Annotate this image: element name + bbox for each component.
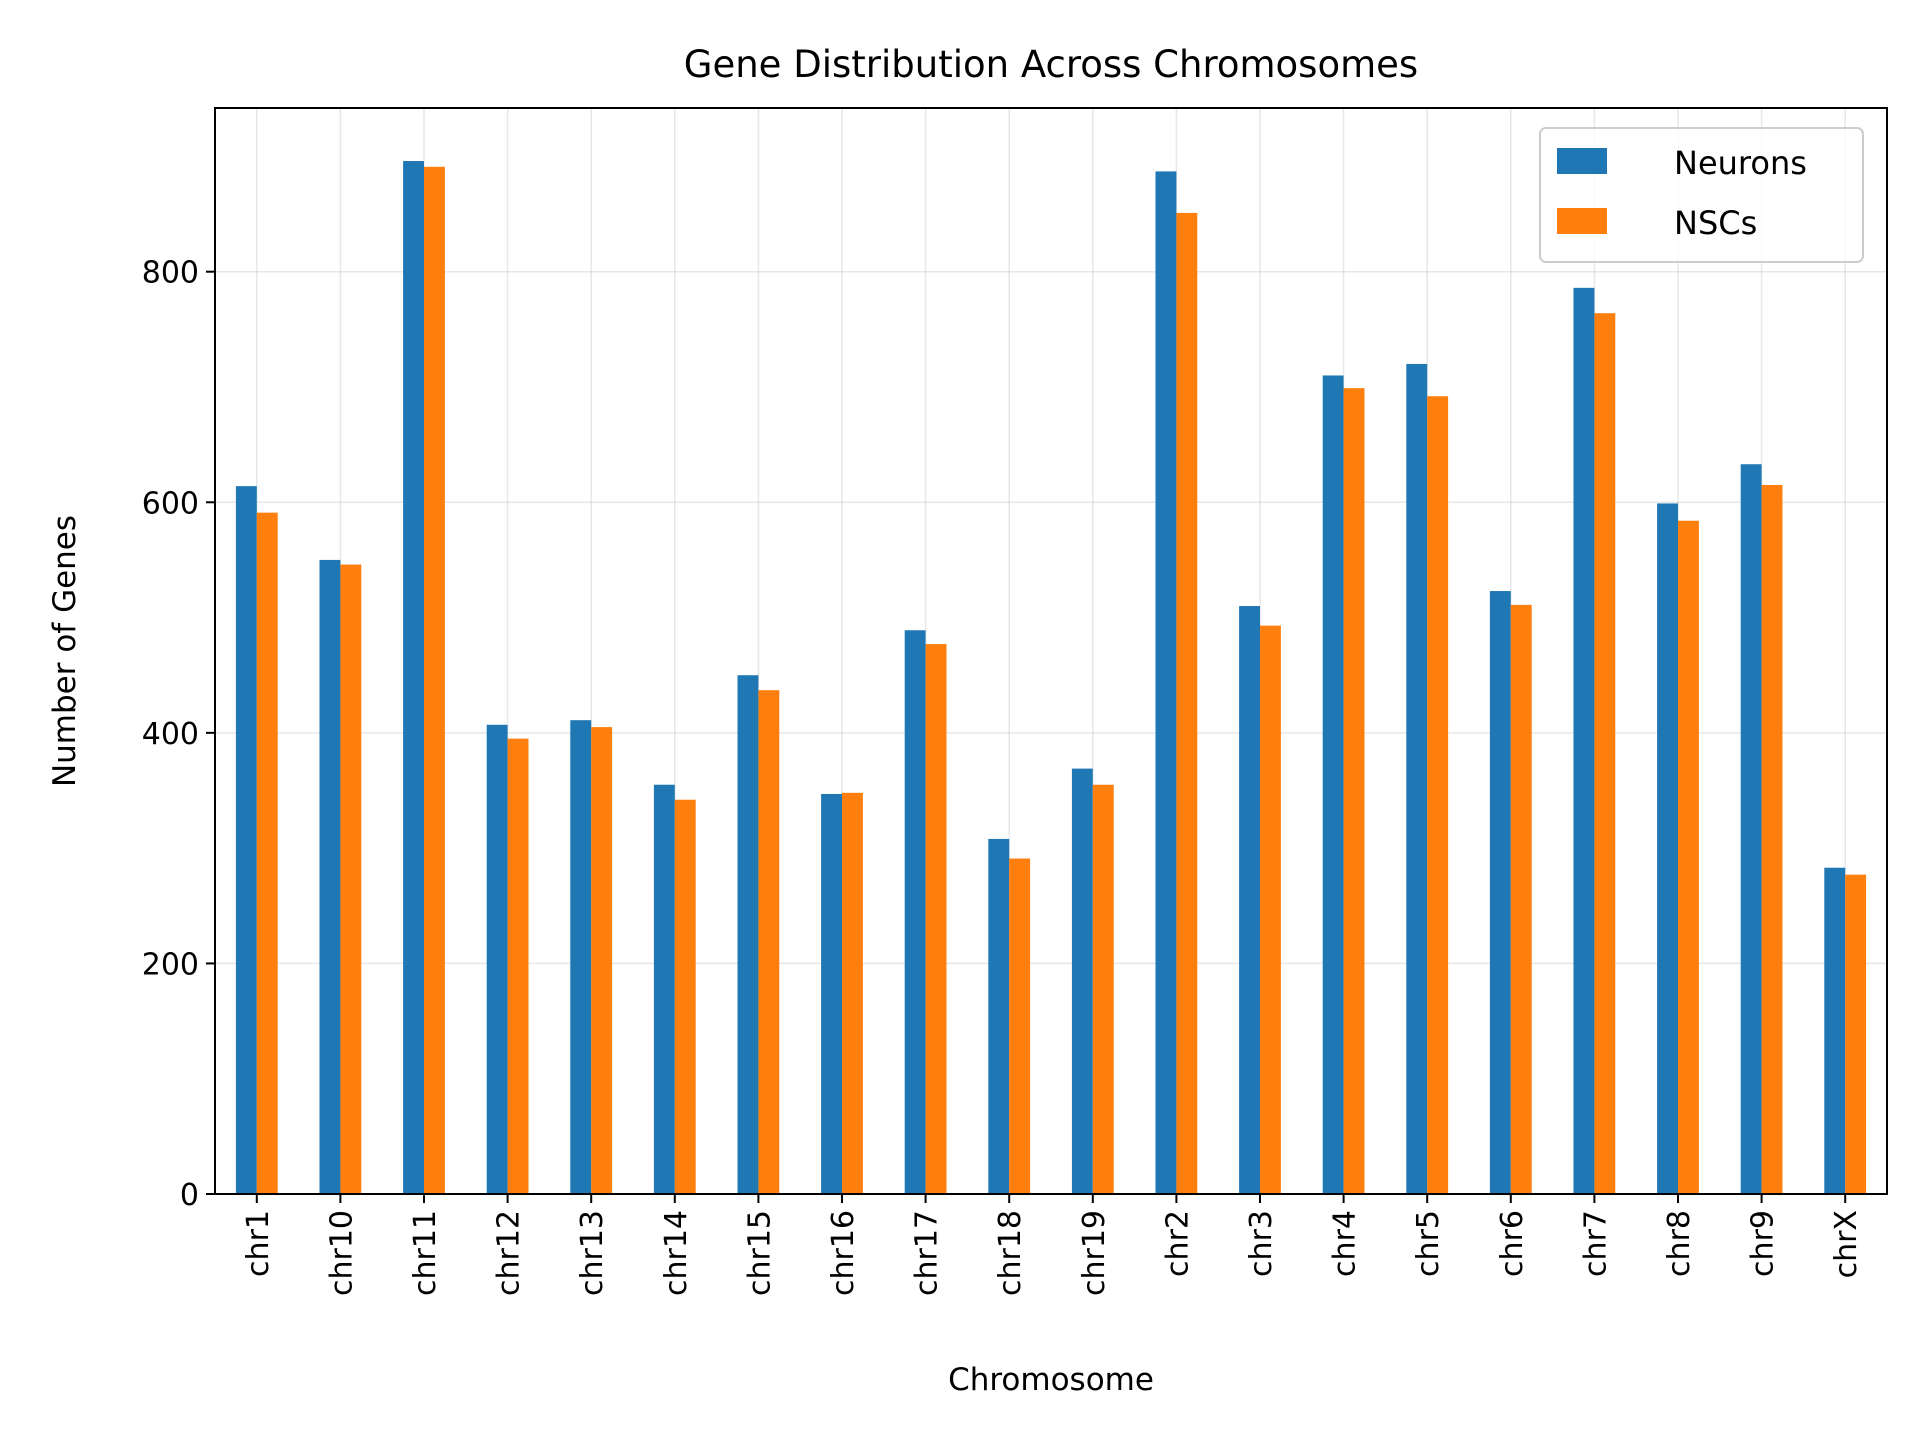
y-tick-label: 400 (142, 717, 199, 752)
bar-nscs-chr2 (1176, 212, 1198, 1194)
x-tick-label-chr10: chr10 (324, 1210, 359, 1296)
y-axis-label: Number of Genes (47, 515, 83, 787)
bar-layer (235, 161, 1867, 1195)
bar-nscs-chr7 (1594, 313, 1616, 1194)
plot-frame (214, 107, 1888, 1195)
bar-nscs-chr17 (925, 644, 947, 1194)
x-tick-label-chr2: chr2 (1160, 1210, 1195, 1277)
chart-title: Gene Distribution Across Chromosomes (684, 43, 1418, 86)
bar-neurons-chr6 (1489, 591, 1511, 1194)
bar-nscs-chr3 (1260, 625, 1281, 1194)
bar-neurons-chr8 (1657, 503, 1678, 1195)
bar-nscs-chr18 (1009, 858, 1031, 1194)
y-axis: 0 200 400 600 800 (142, 256, 215, 1213)
bar-neurons-chr18 (988, 838, 1010, 1194)
legend: Neurons NSCs (1539, 127, 1864, 263)
bar-nscs-chrx (1845, 874, 1867, 1194)
bar-neurons-chr9 (1740, 464, 1762, 1194)
bar-neurons-chr16 (821, 793, 842, 1194)
legend-swatch-nscs (1557, 208, 1607, 234)
bar-neurons-chr12 (486, 724, 508, 1194)
x-tick-label-chrx: chrX (1829, 1210, 1864, 1278)
x-tick-label-chr13: chr13 (575, 1210, 610, 1296)
bar-neurons-chr1 (235, 486, 257, 1194)
bar-nscs-chr15 (758, 690, 780, 1194)
bar-neurons-chr7 (1573, 287, 1595, 1194)
bar-nscs-chr9 (1761, 484, 1783, 1194)
bar-neurons-chr2 (1155, 171, 1177, 1194)
bar-nscs-chr13 (591, 727, 613, 1194)
x-tick-label-chr17: chr17 (910, 1210, 945, 1296)
bar-nscs-chr19 (1092, 784, 1114, 1194)
bar-nscs-chr16 (842, 792, 863, 1194)
x-tick-label-chr7: chr7 (1578, 1210, 1613, 1277)
x-tick-label-chr5: chr5 (1411, 1210, 1446, 1277)
x-tick-label-chr18: chr18 (993, 1210, 1028, 1296)
bar-neurons-chr5 (1406, 363, 1428, 1195)
x-tick-label-chr16: chr16 (826, 1210, 861, 1296)
bar-nscs-chr6 (1510, 604, 1532, 1194)
x-tick-label-chr12: chr12 (492, 1210, 527, 1296)
bar-nscs-chr14 (674, 799, 696, 1194)
x-tick-label-chr11: chr11 (408, 1210, 443, 1296)
legend-label-nscs: NSCs (1674, 204, 1757, 242)
x-tick-label-chr9: chr9 (1746, 1210, 1781, 1277)
y-tick-label: 200 (142, 947, 199, 982)
bar-nscs-chr5 (1427, 396, 1449, 1194)
x-tick-label-chr4: chr4 (1328, 1210, 1363, 1277)
grid-layer (215, 108, 1887, 1195)
y-tick-label: 0 (180, 1178, 199, 1213)
legend-label-neurons: Neurons (1674, 144, 1807, 182)
bar-neurons-chr19 (1071, 768, 1093, 1194)
bar-nscs-chr1 (256, 512, 278, 1194)
x-tick-label-chr1: chr1 (241, 1210, 276, 1277)
legend-swatch-neurons (1557, 148, 1607, 174)
bar-neurons-chr10 (319, 559, 341, 1194)
bar-neurons-chr3 (1239, 606, 1260, 1194)
legend-frame (1539, 127, 1864, 263)
x-tick-label-chr3: chr3 (1244, 1210, 1279, 1277)
bar-nscs-chr10 (340, 564, 362, 1194)
bar-nscs-chr11 (424, 166, 445, 1195)
bar-neurons-chr15 (737, 675, 759, 1194)
bar-nscs-chr4 (1343, 388, 1365, 1194)
x-tick-label-chr14: chr14 (659, 1210, 694, 1296)
bar-neurons-chr13 (570, 720, 592, 1194)
y-tick-label: 800 (142, 256, 199, 291)
bar-neurons-chr4 (1322, 375, 1344, 1194)
bar-neurons-chr11 (403, 161, 424, 1194)
bar-neurons-chr17 (904, 630, 926, 1194)
x-tick-label-chr15: chr15 (742, 1210, 777, 1296)
bar-nscs-chr8 (1678, 520, 1699, 1194)
x-axis: chr1 chr10 chr11 chr12 chr13 chr14 chr15 chr16 c… (241, 1194, 1864, 1296)
x-tick-label-chr6: chr6 (1495, 1210, 1530, 1277)
y-tick-label: 600 (142, 486, 199, 521)
x-tick-label-chr19: chr19 (1077, 1210, 1112, 1296)
bar-nscs-chr12 (507, 738, 529, 1194)
x-axis-label: Chromosome (948, 1362, 1154, 1398)
x-tick-label-chr8: chr8 (1662, 1210, 1697, 1277)
bar-neurons-chr14 (653, 784, 675, 1194)
bar-neurons-chrx (1824, 867, 1846, 1194)
